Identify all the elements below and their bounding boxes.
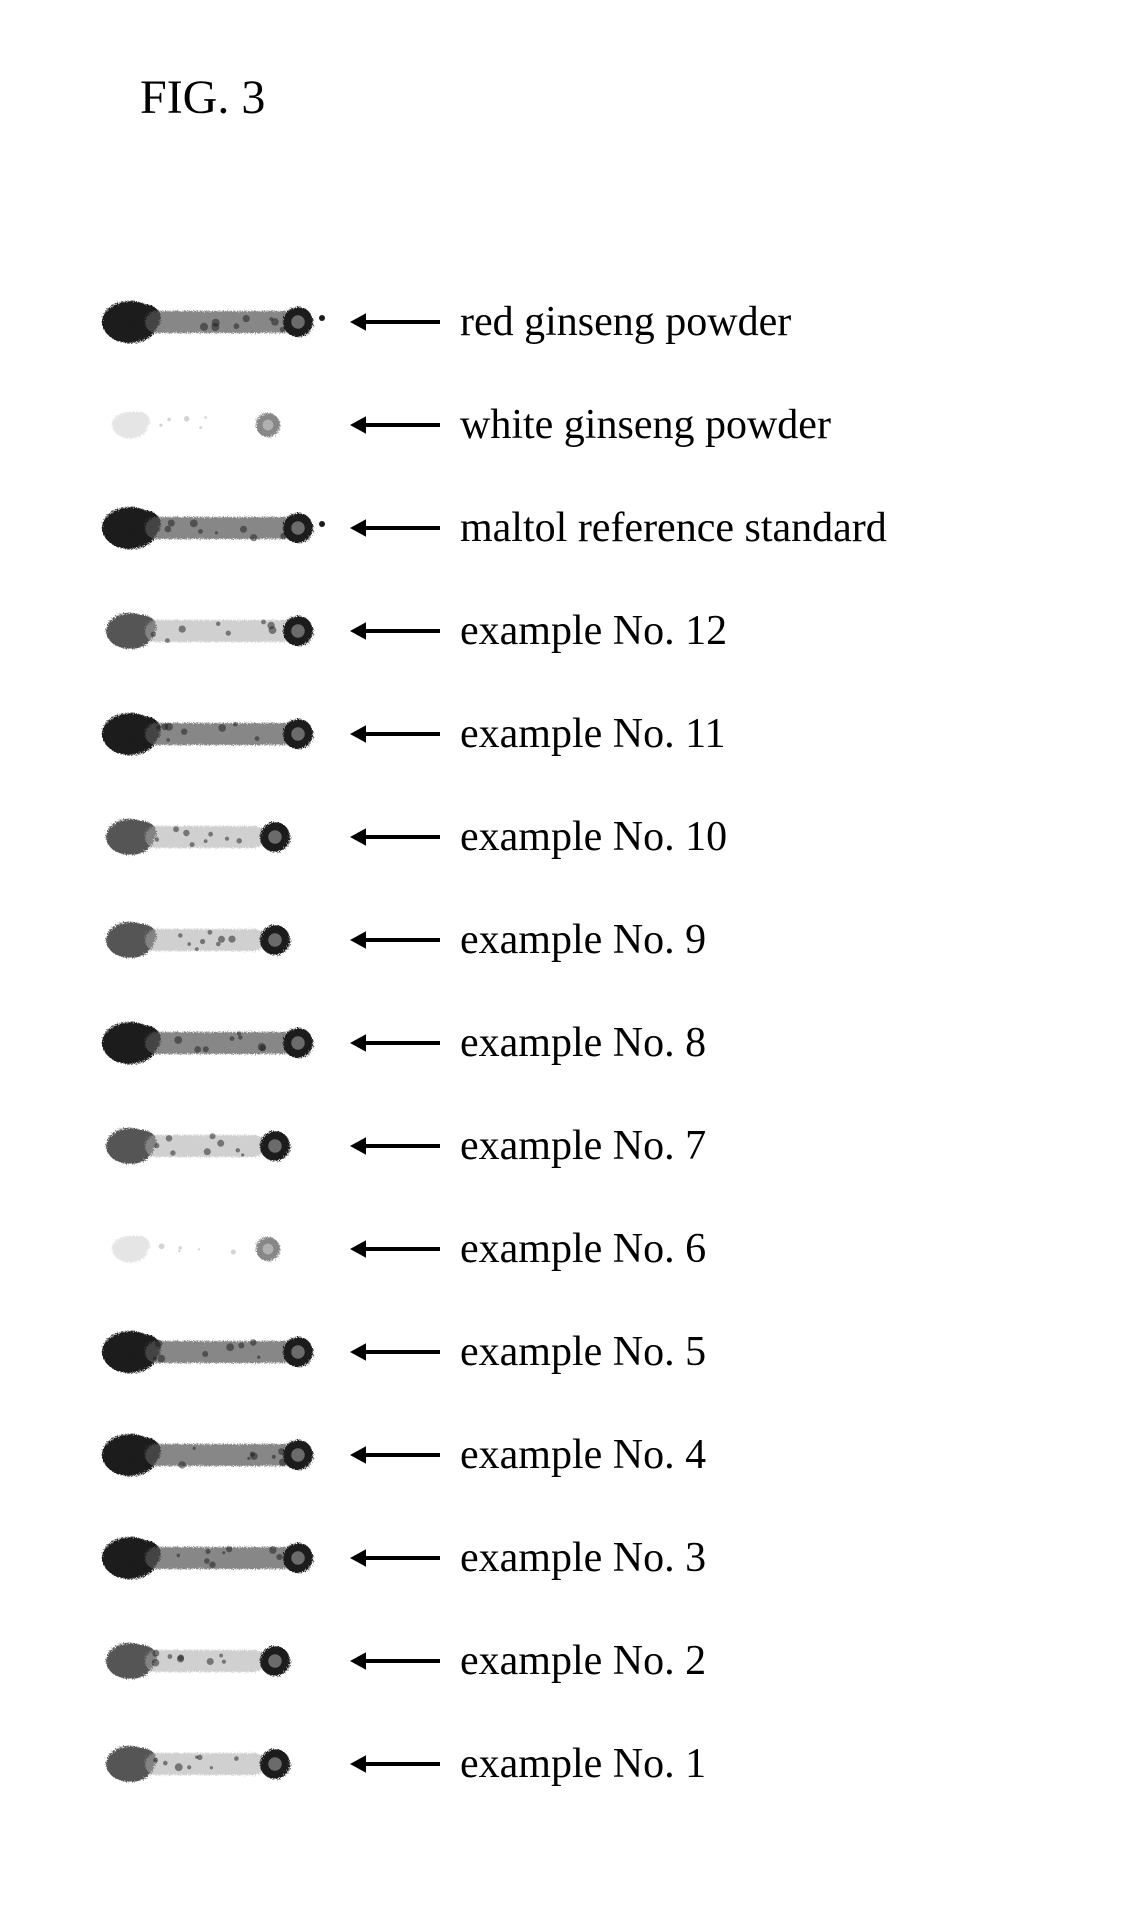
tlc-spot (100, 395, 350, 455)
arrow-left-icon (350, 1234, 460, 1264)
arrow-left-icon (350, 925, 460, 955)
tlc-spot (100, 498, 350, 558)
figure-title: FIG. 3 (140, 70, 265, 125)
arrow-left-icon (350, 1131, 460, 1161)
arrow-left-icon (350, 1440, 460, 1470)
tlc-row: example No. 3 (100, 1506, 887, 1609)
arrow-left-icon (350, 822, 460, 852)
tlc-spot (100, 1322, 350, 1382)
row-label: example No. 1 (460, 1740, 706, 1788)
row-label: example No. 5 (460, 1328, 706, 1376)
tlc-row: example No. 12 (100, 579, 887, 682)
tlc-row: example No. 11 (100, 682, 887, 785)
tlc-spot (100, 1425, 350, 1485)
tlc-row: example No. 6 (100, 1197, 887, 1300)
row-label: example No. 10 (460, 813, 727, 861)
row-label: example No. 11 (460, 710, 726, 758)
arrow-left-icon (350, 719, 460, 749)
arrow-left-icon (350, 513, 460, 543)
arrow-left-icon (350, 410, 460, 440)
tlc-spot (100, 601, 350, 661)
tlc-row: example No. 2 (100, 1609, 887, 1712)
tlc-row: white ginseng powder (100, 373, 887, 476)
tlc-row: example No. 1 (100, 1712, 887, 1815)
tlc-row: example No. 8 (100, 991, 887, 1094)
tlc-spot (100, 1116, 350, 1176)
row-label: white ginseng powder (460, 401, 831, 449)
row-label: maltol reference standard (460, 504, 887, 552)
row-label: example No. 3 (460, 1534, 706, 1582)
tlc-row: red ginseng powder (100, 270, 887, 373)
arrow-left-icon (350, 1543, 460, 1573)
row-label: example No. 8 (460, 1019, 706, 1067)
row-label: example No. 4 (460, 1431, 706, 1479)
tlc-spot (100, 292, 350, 352)
figure-page: FIG. 3 red ginseng powder white ginseng … (0, 0, 1131, 1926)
tlc-row: maltol reference standard (100, 476, 887, 579)
tlc-spot (100, 1528, 350, 1588)
row-label: red ginseng powder (460, 298, 791, 346)
row-label: example No. 7 (460, 1122, 706, 1170)
row-label: example No. 6 (460, 1225, 706, 1273)
tlc-spot (100, 1631, 350, 1691)
tlc-row: example No. 4 (100, 1403, 887, 1506)
tlc-rows-container: red ginseng powder white ginseng powder … (100, 270, 887, 1815)
row-label: example No. 9 (460, 916, 706, 964)
tlc-spot (100, 704, 350, 764)
arrow-left-icon (350, 1337, 460, 1367)
tlc-row: example No. 9 (100, 888, 887, 991)
tlc-row: example No. 5 (100, 1300, 887, 1403)
tlc-spot (100, 1219, 350, 1279)
tlc-row: example No. 10 (100, 785, 887, 888)
arrow-left-icon (350, 1028, 460, 1058)
arrow-left-icon (350, 1749, 460, 1779)
tlc-spot (100, 910, 350, 970)
tlc-spot (100, 807, 350, 867)
row-label: example No. 12 (460, 607, 727, 655)
arrow-left-icon (350, 307, 460, 337)
arrow-left-icon (350, 616, 460, 646)
row-label: example No. 2 (460, 1637, 706, 1685)
tlc-spot (100, 1013, 350, 1073)
arrow-left-icon (350, 1646, 460, 1676)
tlc-spot (100, 1734, 350, 1794)
tlc-row: example No. 7 (100, 1094, 887, 1197)
